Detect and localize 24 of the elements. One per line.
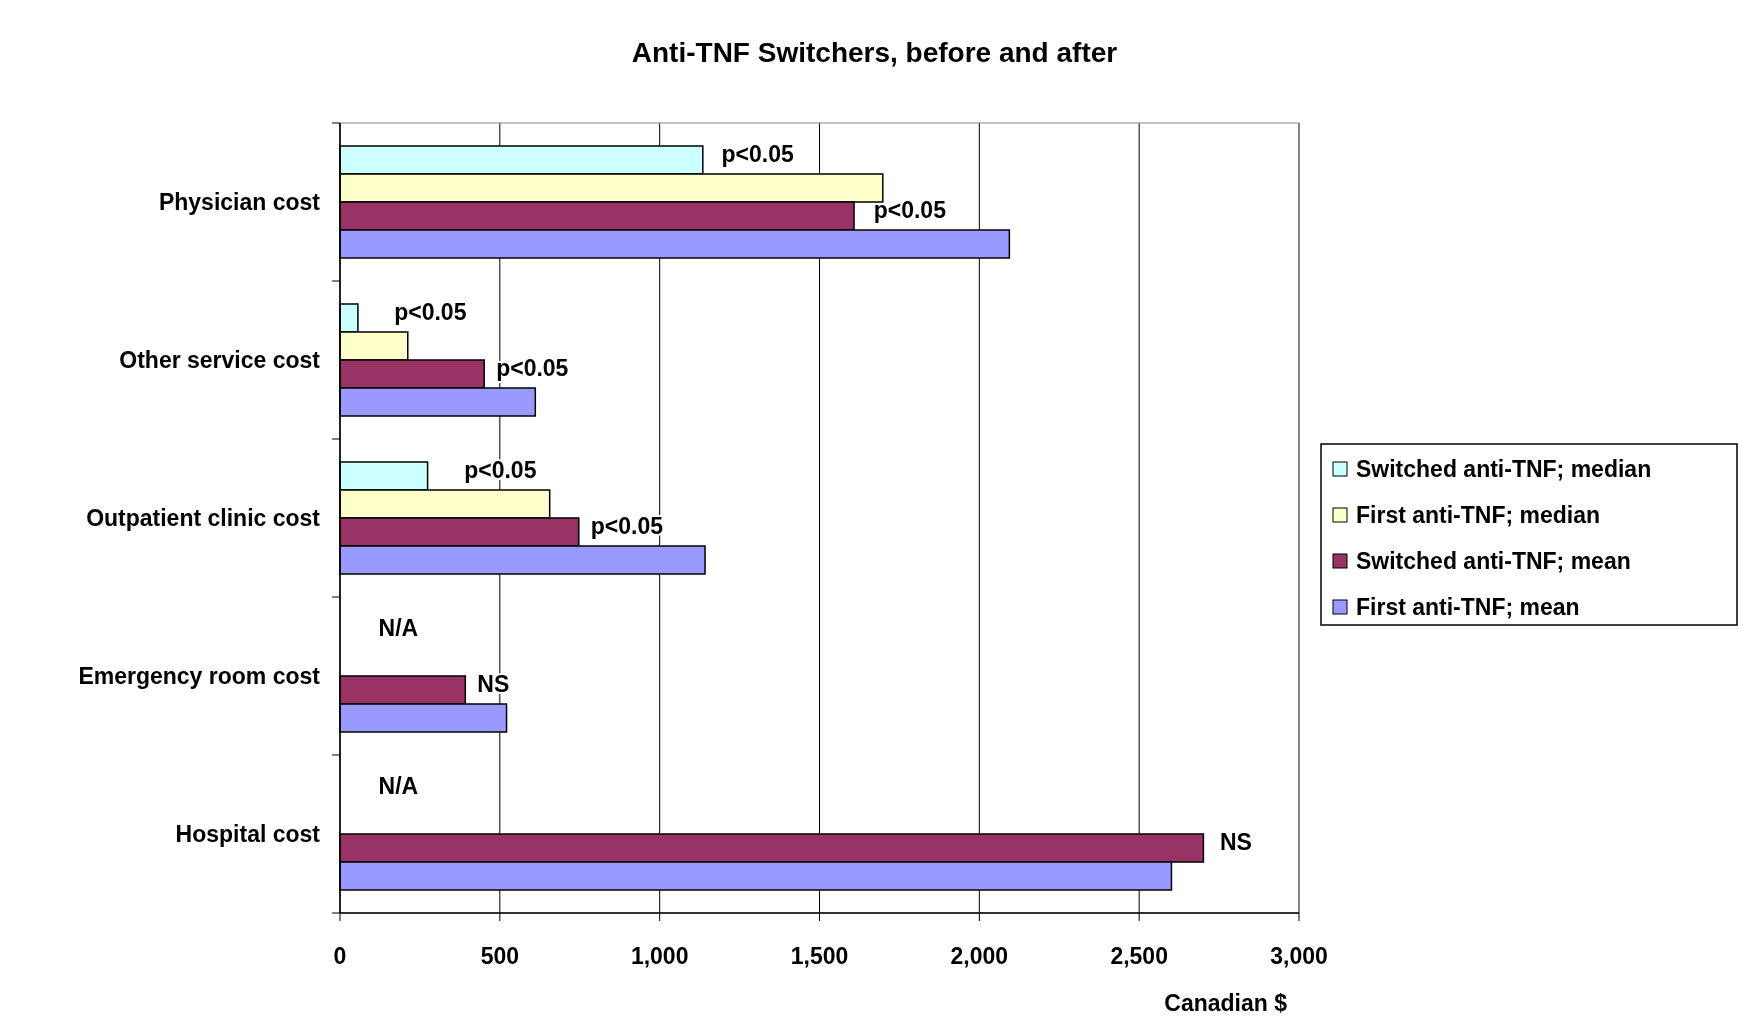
annotation: N/A bbox=[378, 615, 419, 642]
chart-title: Anti-TNF Switchers, before and after bbox=[631, 37, 1118, 68]
y-tick-label: Emergency room cost bbox=[78, 663, 321, 690]
legend-label: Switched anti-TNF; median bbox=[1356, 456, 1652, 483]
annotation: p<0.05 bbox=[721, 141, 794, 168]
x-tick-label: 500 bbox=[480, 943, 520, 969]
annotation: p<0.05 bbox=[394, 299, 467, 326]
annotation: NS bbox=[1219, 829, 1252, 856]
x-tick-label: 2,000 bbox=[950, 943, 1009, 969]
y-tick-label: Physician cost bbox=[158, 189, 321, 216]
x-axis-title: Canadian $ bbox=[1164, 990, 1288, 1016]
x-tick-label: 1,500 bbox=[790, 943, 849, 969]
legend-label: First anti-TNF; mean bbox=[1356, 594, 1580, 621]
annotation: N/A bbox=[378, 773, 419, 800]
x-tick-label: 3,000 bbox=[1270, 943, 1328, 969]
legend-label: First anti-TNF; median bbox=[1356, 502, 1601, 529]
x-tick-label: 0 bbox=[333, 943, 347, 969]
y-tick-label: Outpatient clinic cost bbox=[86, 505, 321, 532]
x-tick-label: 2,500 bbox=[1110, 943, 1168, 969]
y-tick-label: Other service cost bbox=[119, 347, 321, 374]
legend-label: Switched anti-TNF; mean bbox=[1356, 548, 1631, 575]
annotation: p<0.05 bbox=[873, 197, 947, 224]
y-tick-label: Hospital cost bbox=[175, 821, 321, 848]
x-tick-label: 1,000 bbox=[630, 943, 689, 969]
